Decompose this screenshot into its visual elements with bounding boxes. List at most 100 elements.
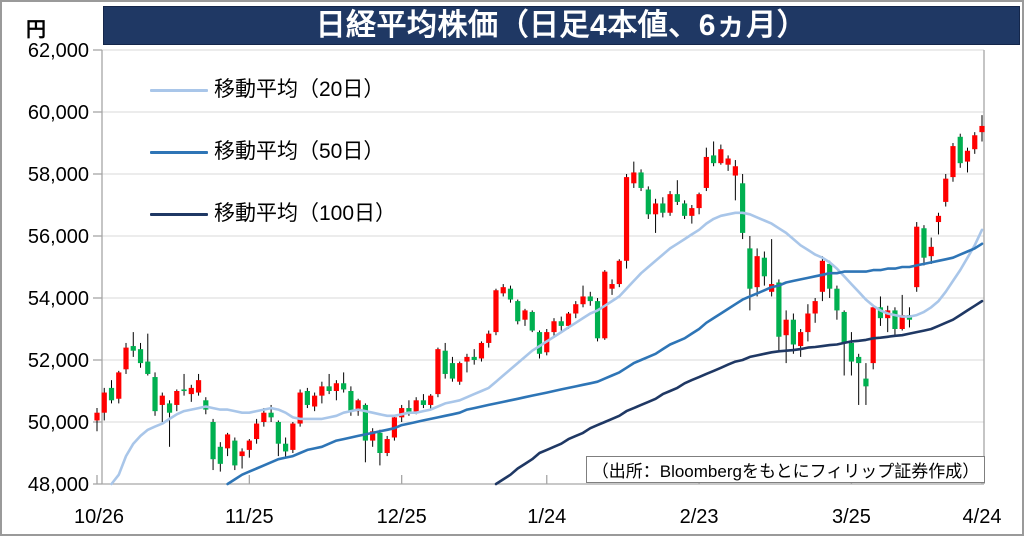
candle-down [515,299,521,325]
candle-body [224,434,231,449]
candle-body [754,256,760,288]
y-tick-label: 52,000 [28,350,89,372]
candle-down [130,332,136,357]
candle-up [732,160,738,201]
candle-body [819,260,826,292]
candle-body [935,215,942,223]
candle-body [442,350,448,374]
candle-body [108,387,115,401]
y-tick-label: 50,000 [28,412,89,434]
candle-down [108,380,115,404]
candle-body [841,311,847,343]
candle-body [268,412,274,418]
candle-body [478,342,485,359]
candle-body [428,395,434,405]
candle-up [333,380,339,401]
candle-body [950,146,956,178]
candle-down [594,298,601,342]
candle-down [232,437,238,471]
gridlines [102,49,984,423]
candle-up [631,161,637,188]
candle-body [834,288,840,311]
candle-up [500,284,506,297]
candle-body [979,125,985,133]
candle-body [94,412,100,421]
y-tick-label: 56,000 [28,226,89,248]
candle-body [529,311,535,331]
chart-title: 日経平均株価（日足4本値、6ヵ月） [315,8,808,42]
candle-body [333,383,339,391]
candle-up [428,394,434,410]
candle-up [478,341,485,362]
legend-item-ma100: 移動平均（100日） [150,202,450,264]
candle-down [827,260,833,298]
candle-body [304,391,310,405]
candle-body [761,257,767,277]
candle-body [805,313,811,333]
candle-body [362,404,369,441]
candle-up [725,155,731,171]
candle-down [674,180,680,205]
candle-up [188,384,194,402]
candle-body [957,136,963,164]
candle-body [558,321,564,326]
candle-body [507,288,514,300]
legend-label-ma50: 移動平均（50日） [214,140,385,163]
candle-up [972,132,978,154]
candle-up [964,147,971,173]
candle-down [449,356,456,382]
candle-body [870,307,876,364]
candle-down [217,442,223,472]
candle-up [116,370,122,404]
candle-body [660,203,666,213]
candle-series [94,115,985,472]
candle-body [718,149,724,164]
candle-down [275,420,281,457]
candle-body [681,203,688,216]
x-tick-label: 11/25 [225,506,274,528]
candle-down [790,313,796,354]
candle-up [551,318,557,337]
candle-body [740,183,746,233]
candle-body [776,282,782,337]
candle-body [319,386,325,396]
candle-up [253,418,260,444]
candle-up [689,205,695,224]
chart-title-bar: 日経平均株価（日足4本値、6ヵ月） [103,6,1020,45]
candle-body [406,408,412,413]
candle-up [246,439,252,458]
candle-up [652,198,659,233]
candle-body [203,400,209,410]
candle-up [935,212,942,235]
candle-body [246,440,252,450]
candle-up [718,144,724,165]
candle-body [152,377,158,412]
candle-body [355,400,361,412]
candle-body [195,380,202,393]
candle-body [232,440,238,466]
ma100-line [494,299,984,486]
candle-body [783,319,789,336]
x-tick-label: 1/24 [527,506,566,528]
candle-up [384,435,390,457]
candle-up [754,248,760,297]
candle-up [819,256,826,302]
candle-body [515,301,521,322]
candle-down [166,400,173,447]
candle-body [848,342,855,362]
candle-up [696,192,702,215]
candle-down [856,353,862,405]
candle-up [623,174,630,269]
candle-body [522,310,528,320]
candle-up [261,408,267,427]
candle-body [413,400,419,413]
candle-body [696,194,702,209]
candle-body [674,194,680,202]
x-tick-label: 12/25 [377,506,427,528]
candle-down [740,174,746,240]
candle-body [573,304,579,314]
ma50-line-sample [150,151,208,154]
candle-body [384,439,390,453]
candle-up [319,381,325,404]
